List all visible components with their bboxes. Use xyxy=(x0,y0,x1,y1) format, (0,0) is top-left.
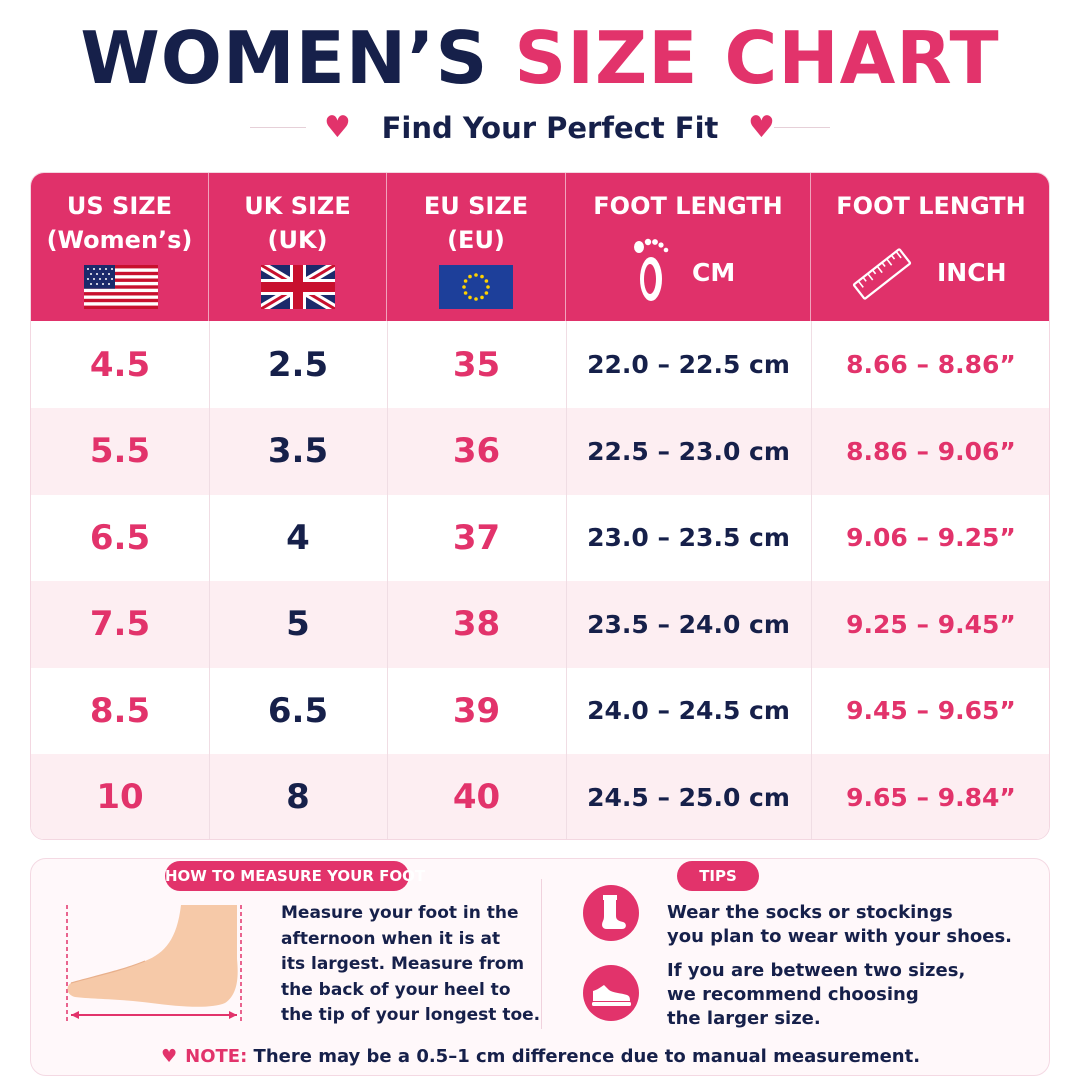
table-row: 5.5 3.5 36 22.5 – 23.0 cm 8.86 – 9.06” xyxy=(31,407,1049,495)
cell-eu: 36 xyxy=(452,431,501,471)
cell-cm: 23.5 – 24.0 cm xyxy=(587,609,790,639)
cell-inch: 9.45 – 9.65” xyxy=(846,696,1016,725)
note-text: There may be a 0.5–1 cm difference due t… xyxy=(247,1046,921,1067)
divider-line xyxy=(250,127,306,128)
note: ♥ NOTE: There may be a 0.5–1 cm differenc… xyxy=(161,1045,961,1069)
uk-flag-icon xyxy=(261,265,335,309)
cell-uk: 6.5 xyxy=(267,690,329,731)
cell-uk: 3.5 xyxy=(267,431,329,471)
header-uk-sublabel: (UK) xyxy=(267,226,328,254)
column-divider xyxy=(811,321,812,839)
title-part-1: WOMEN’S xyxy=(80,16,489,100)
eu-flag-icon xyxy=(439,265,513,309)
cell-eu: 35 xyxy=(452,344,501,385)
subtitle-row: ♥ Find Your Perfect Fit ♥ xyxy=(0,106,1080,150)
header-us-label: US SIZE xyxy=(66,192,173,220)
table-header: US SIZE (Women’s) UK SIZE (UK) xyxy=(31,173,1049,321)
info-panel: HOW TO MEASURE YOUR FOOT Measure your fo… xyxy=(30,858,1050,1076)
measure-line: Measure your foot in the xyxy=(281,903,519,923)
cell-inch: 8.86 – 9.06” xyxy=(846,436,1016,466)
table-row: 7.5 5 38 23.5 – 24.0 cm 9.25 – 9.45” xyxy=(31,580,1049,668)
foot-illustration-icon xyxy=(66,905,242,1024)
heart-icon: ♥ xyxy=(324,110,351,145)
cell-us: 5.5 xyxy=(89,431,151,471)
cell-uk: 8 xyxy=(286,777,310,817)
header-uk-label: UK SIZE xyxy=(244,192,351,220)
cell-cm: 23.0 – 23.5 cm xyxy=(587,523,790,552)
header-eu-sublabel: (EU) xyxy=(447,226,505,254)
subtitle: Find Your Perfect Fit xyxy=(381,111,719,145)
header-cm: FOOT LENGTH CM xyxy=(566,173,811,321)
measure-instructions: Measure your foot in the afternoon when … xyxy=(281,901,541,1029)
cell-us: 10 xyxy=(96,777,144,817)
cell-us: 6.5 xyxy=(89,517,151,558)
header-eu: EU SIZE (EU) xyxy=(387,173,566,321)
cell-eu: 39 xyxy=(452,690,501,731)
size-table: US SIZE (Women’s) UK SIZE (UK) xyxy=(30,172,1050,840)
tips-badge: TIPS xyxy=(677,861,759,891)
tip-2-line: the larger size. xyxy=(667,1008,821,1029)
tip-2-line: If you are between two sizes, xyxy=(667,960,966,981)
cell-inch: 8.66 – 8.86” xyxy=(846,350,1016,379)
header-eu-label: EU SIZE xyxy=(423,192,529,220)
header-cm-label: FOOT LENGTH xyxy=(593,192,783,220)
cell-inch: 9.65 – 9.84” xyxy=(846,782,1016,812)
header-us: US SIZE (Women’s) xyxy=(31,173,209,321)
measure-line: the back of your heel to xyxy=(281,979,511,1000)
cell-inch: 9.06 – 9.25” xyxy=(846,523,1016,552)
tip-1-line: you plan to wear with your shoes. xyxy=(667,926,1013,947)
note-label: NOTE: xyxy=(185,1046,248,1067)
page-title: WOMEN’S SIZE CHART xyxy=(0,14,1080,102)
column-divider xyxy=(209,321,210,839)
measure-line: afternoon when it is at xyxy=(281,928,501,949)
ruler-icon xyxy=(852,248,912,300)
cell-cm: 22.5 – 23.0 cm xyxy=(587,436,790,466)
cell-us: 4.5 xyxy=(89,344,151,385)
measure-line: the tip of your longest toe. xyxy=(281,1005,541,1025)
tip-1-line: Wear the socks or stockings xyxy=(667,902,953,923)
header-inch-unit: INCH xyxy=(937,258,1007,287)
heart-icon: ♥ xyxy=(161,1046,178,1067)
us-flag-icon xyxy=(84,265,158,309)
measure-line: its largest. Measure from xyxy=(281,954,525,974)
heart-icon: ♥ xyxy=(748,110,775,145)
header-inch: FOOT LENGTH INCH xyxy=(811,173,1049,321)
cell-cm: 24.0 – 24.5 cm xyxy=(587,696,790,725)
cell-uk: 5 xyxy=(286,604,310,644)
title-part-2: SIZE CHART xyxy=(514,16,1000,100)
divider-line xyxy=(774,127,830,128)
header-inch-label: FOOT LENGTH xyxy=(836,192,1026,220)
cell-us: 8.5 xyxy=(89,690,151,731)
measure-badge: HOW TO MEASURE YOUR FOOT xyxy=(165,861,425,891)
column-divider xyxy=(387,321,388,839)
header-cm-unit: CM xyxy=(692,258,736,287)
cell-cm: 22.0 – 22.5 cm xyxy=(587,350,790,379)
footprint-icon xyxy=(634,238,669,301)
table-row: 4.5 2.5 35 22.0 – 22.5 cm 8.66 – 8.86” xyxy=(31,321,1049,408)
tip-2-line: we recommend choosing xyxy=(667,984,919,1005)
table-row: 10 8 40 24.5 – 25.0 cm 9.65 – 9.84” xyxy=(31,753,1049,839)
table-row: 8.5 6.5 39 24.0 – 24.5 cm 9.45 – 9.65” xyxy=(31,667,1049,754)
shoe-icon xyxy=(583,965,639,1021)
cell-uk: 2.5 xyxy=(267,344,329,385)
tip-2: If you are between two sizes, we recomme… xyxy=(667,959,965,1031)
table-row: 6.5 4 37 23.0 – 23.5 cm 9.06 – 9.25” xyxy=(31,494,1049,581)
tip-1: Wear the socks or stockings you plan to … xyxy=(667,901,1012,949)
cell-inch: 9.25 – 9.45” xyxy=(846,609,1016,639)
cell-us: 7.5 xyxy=(89,604,151,644)
column-divider xyxy=(566,321,567,839)
cell-eu: 38 xyxy=(452,604,501,644)
header-uk: UK SIZE (UK) xyxy=(209,173,387,321)
cell-eu: 40 xyxy=(452,777,501,817)
cell-cm: 24.5 – 25.0 cm xyxy=(587,782,790,812)
panel-divider xyxy=(541,879,542,1029)
sock-icon xyxy=(583,885,639,941)
header-us-sublabel: (Women’s) xyxy=(46,226,193,254)
cell-eu: 37 xyxy=(452,517,501,558)
cell-uk: 4 xyxy=(286,517,310,558)
